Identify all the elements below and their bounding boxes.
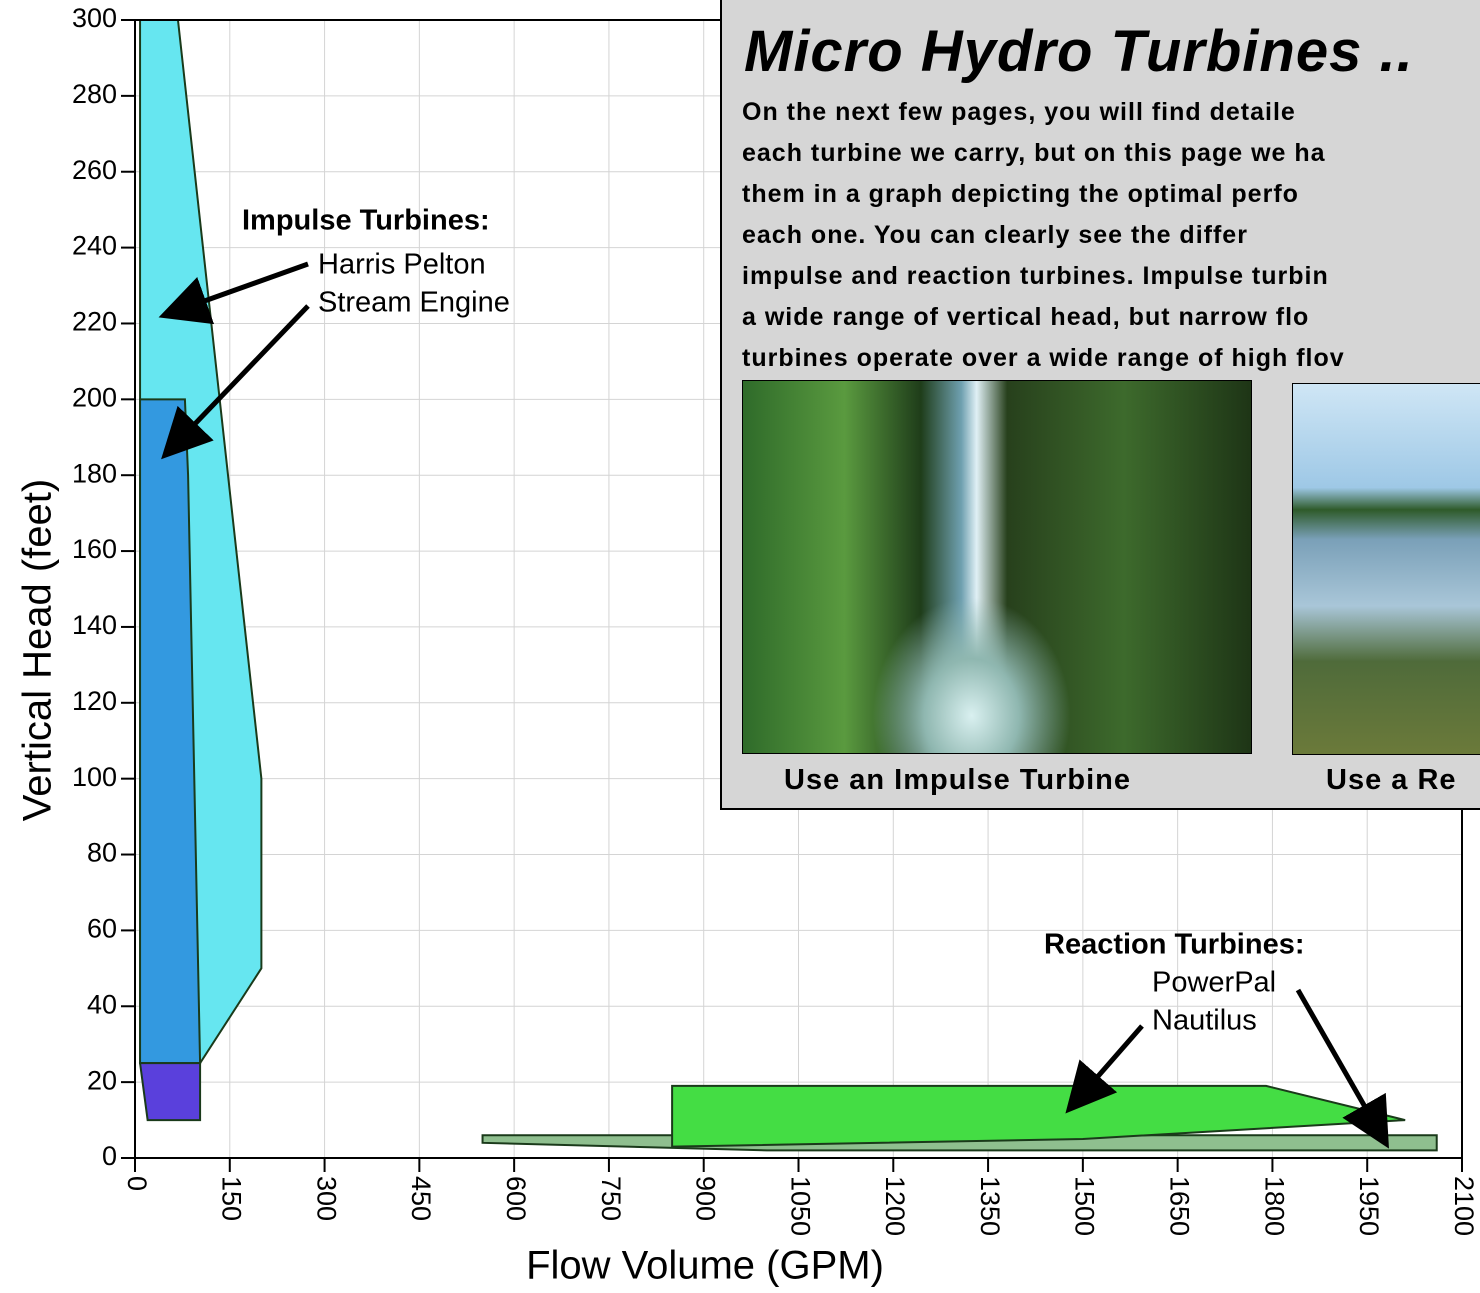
photo-waterfall <box>742 380 1252 754</box>
panel-text: them in a graph depicting the optimal pe… <box>742 180 1299 208</box>
x-tick-label: 1200 <box>880 1176 910 1236</box>
region <box>139 398 202 1065</box>
panel-text: each one. You can clearly see the differ <box>742 221 1248 249</box>
x-tick-label: 1350 <box>975 1176 1005 1236</box>
annotation: Nautilus <box>1152 1005 1257 1037</box>
x-tick-label: 750 <box>596 1176 626 1221</box>
y-tick-label: 120 <box>72 686 117 716</box>
annotation: Impulse Turbines: <box>242 205 490 237</box>
annotation: Reaction Turbines: <box>1044 929 1305 961</box>
y-tick-label: 300 <box>72 3 117 33</box>
panel-text: a wide range of vertical head, but narro… <box>742 303 1310 331</box>
region <box>671 1084 1406 1148</box>
y-tick-label: 240 <box>72 231 117 261</box>
annotation: Stream Engine <box>318 287 510 319</box>
y-tick-label: 60 <box>87 914 117 944</box>
arrows <box>158 261 1389 1149</box>
caption: Use a Re <box>1326 764 1457 796</box>
panel-title: Micro Hydro Turbines .. <box>744 19 1414 84</box>
x-tick-label: 1050 <box>785 1176 815 1236</box>
x-tick-label: 600 <box>501 1176 531 1221</box>
panel-text: turbines operate over a wide range of hi… <box>742 344 1345 372</box>
panel-text: On the next few pages, you will find det… <box>742 98 1296 126</box>
x-tick-label: 450 <box>406 1176 436 1221</box>
region <box>138 1062 202 1122</box>
x-axis-label: Flow Volume (GPM) <box>526 1244 884 1288</box>
annotation: Harris Pelton <box>318 249 486 281</box>
y-axis-label: Vertical Head (feet) <box>16 479 60 821</box>
y-tick-label: 160 <box>72 534 117 564</box>
y-tick-label: 280 <box>72 79 117 109</box>
y-tick-label: 40 <box>87 989 117 1019</box>
x-tick-label: 1650 <box>1165 1176 1195 1236</box>
x-tick-label: 1950 <box>1354 1176 1384 1236</box>
x-tick-label: 900 <box>691 1176 721 1221</box>
y-tick-label: 140 <box>72 610 117 640</box>
photo-river <box>1292 383 1480 755</box>
panel-text: each turbine we carry, but on this page … <box>742 139 1326 167</box>
caption: Use an Impulse Turbine <box>784 764 1131 796</box>
y-tick-label: 220 <box>72 307 117 337</box>
y-tick-label: 200 <box>72 382 117 412</box>
x-tick-label: 0 <box>122 1176 152 1191</box>
y-tick-label: 180 <box>72 458 117 488</box>
x-tick-label: 2100 <box>1449 1176 1479 1236</box>
x-tick-label: 1500 <box>1070 1176 1100 1236</box>
panel-text: impulse and reaction turbines. Impulse t… <box>742 262 1329 290</box>
info-panel: Micro Hydro Turbines .. On the next few … <box>720 0 1480 810</box>
y-tick-label: 260 <box>72 155 117 185</box>
y-tick-label: 20 <box>87 1065 117 1095</box>
y-tick-label: 100 <box>72 762 117 792</box>
x-tick-label: 150 <box>217 1176 247 1221</box>
annotation: PowerPal <box>1152 967 1276 999</box>
x-tick-label: 300 <box>311 1176 341 1221</box>
y-tick-label: 0 <box>102 1141 117 1171</box>
y-tick-label: 80 <box>87 838 117 868</box>
x-tick-label: 1800 <box>1259 1176 1289 1236</box>
